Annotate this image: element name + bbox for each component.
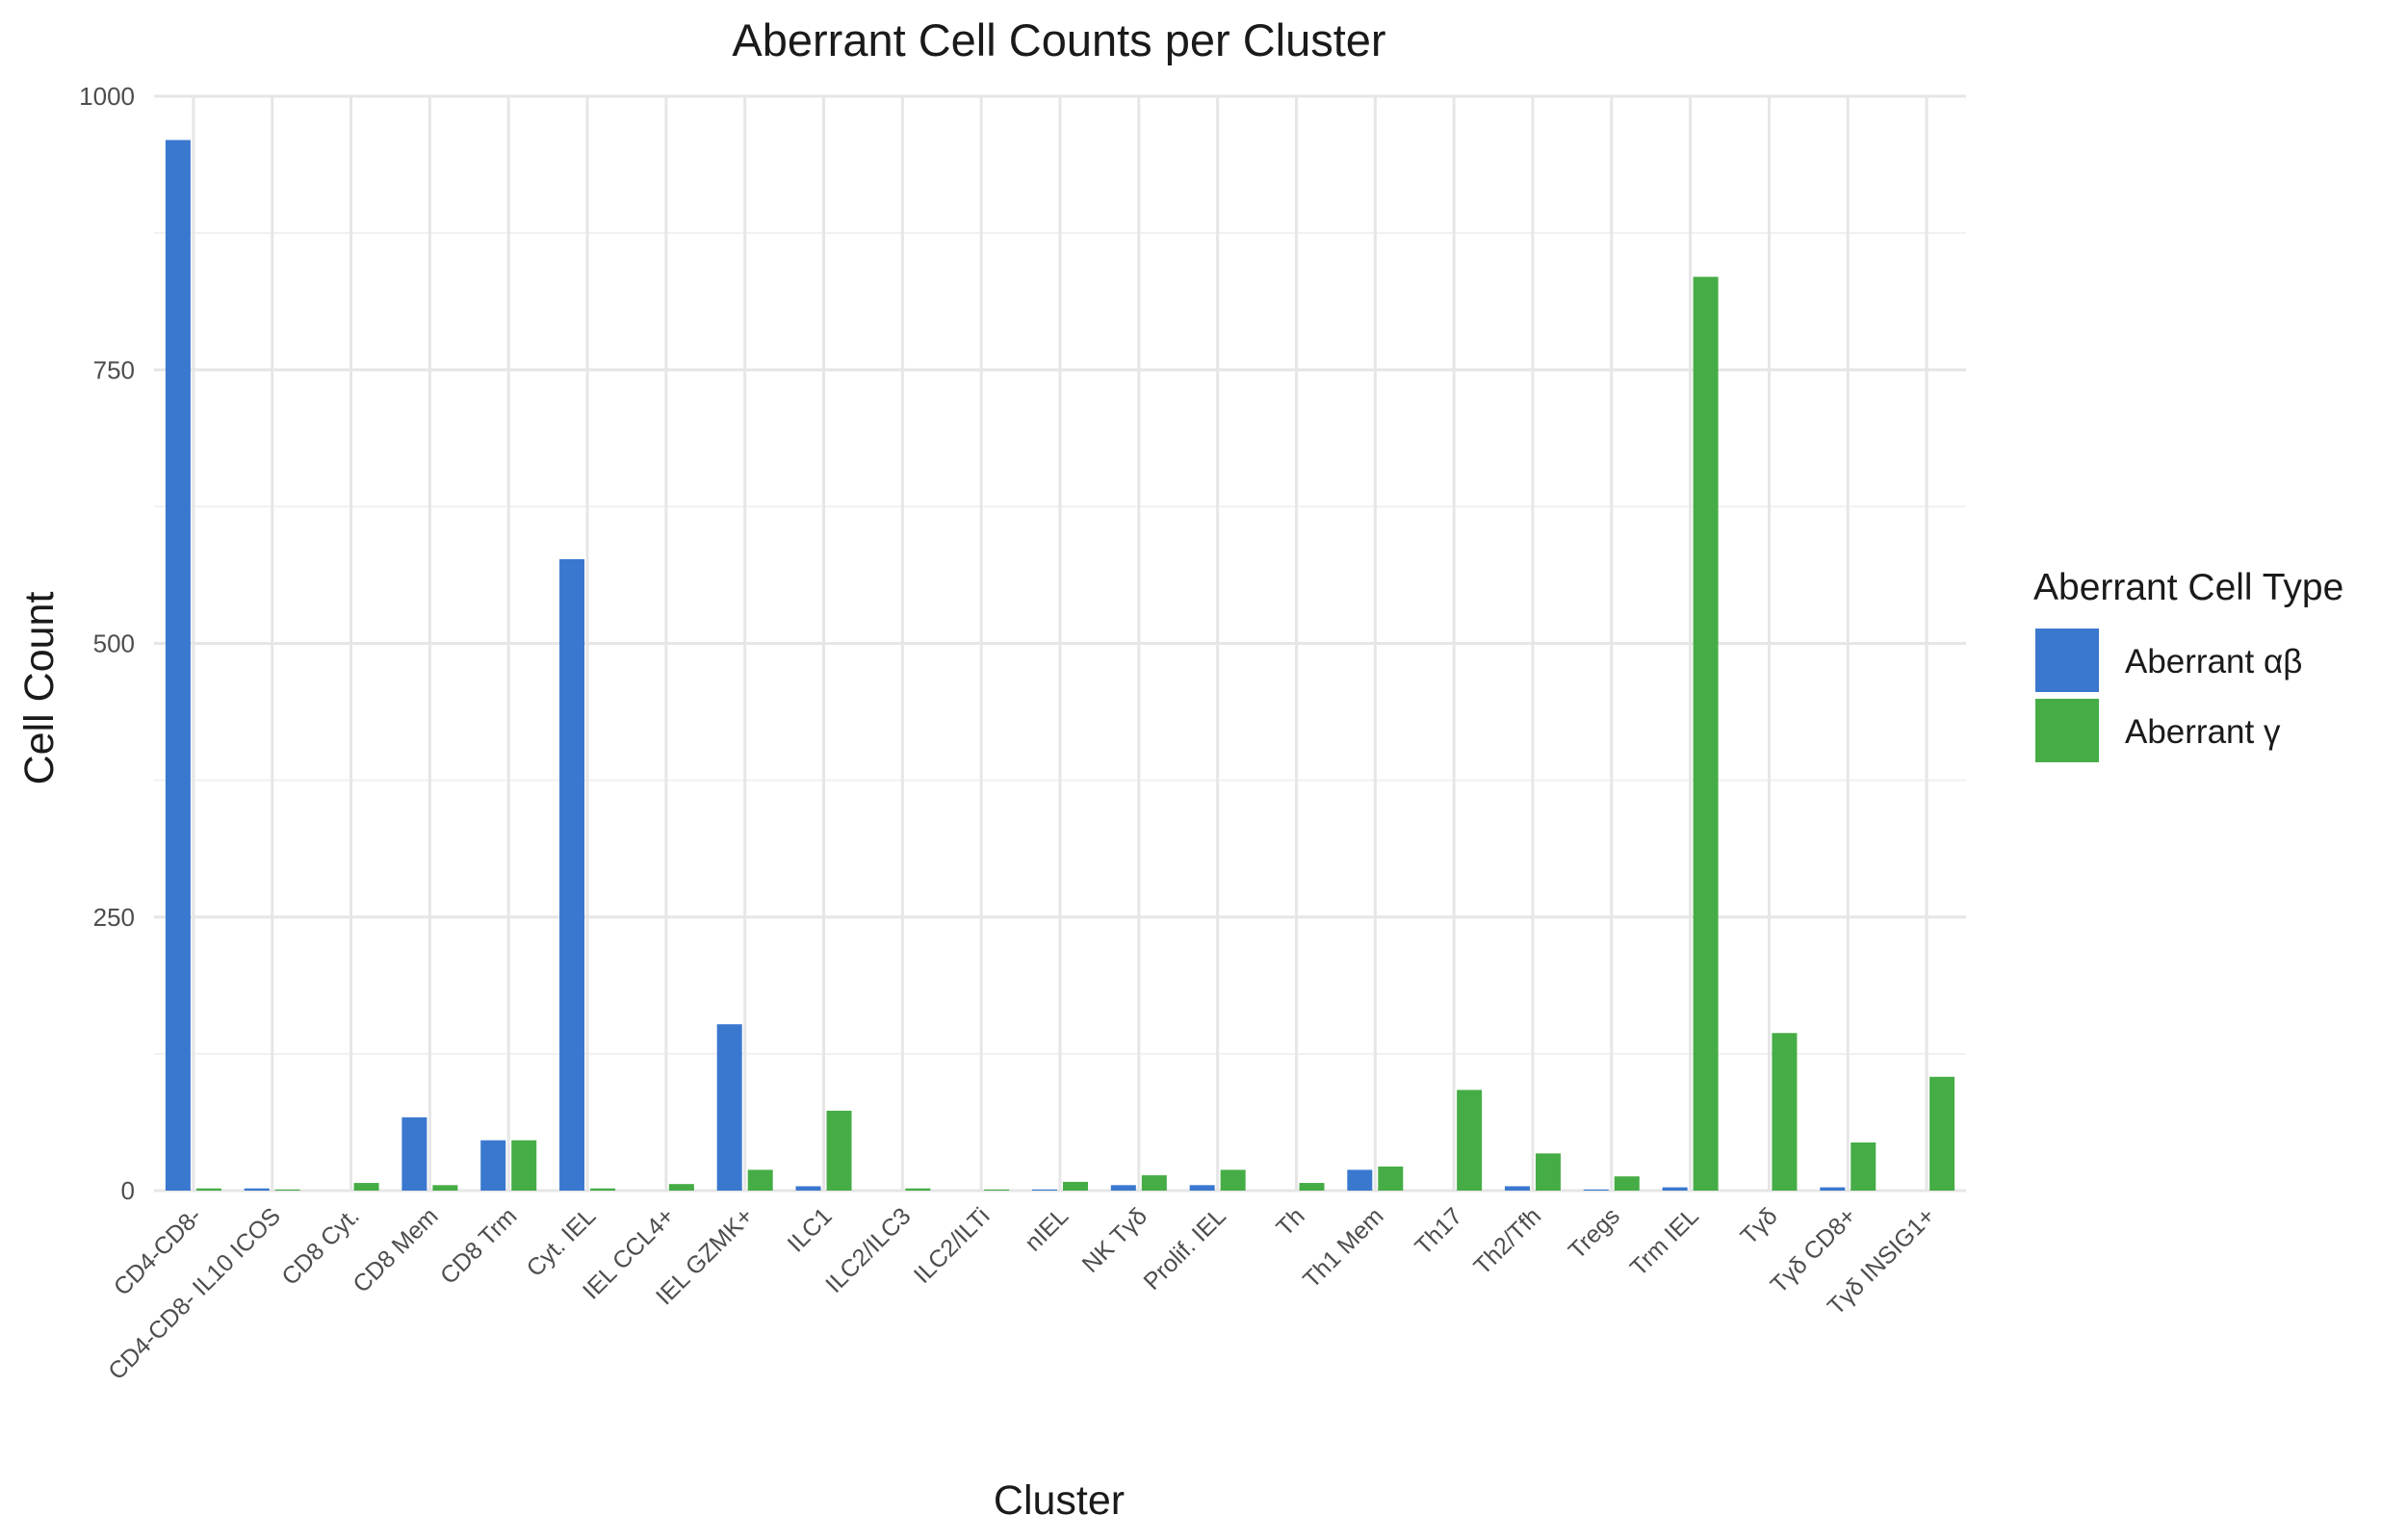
chart-title: Aberrant Cell Counts per Cluster [732, 14, 1385, 65]
bar-alpha-beta [165, 140, 191, 1192]
bar-gamma [1141, 1175, 1167, 1191]
bar-gamma [1614, 1176, 1640, 1191]
bar-gamma [1535, 1153, 1561, 1191]
x-tick-label: Trm IEL [1625, 1202, 1704, 1281]
bar-gamma [511, 1140, 537, 1191]
bar-gamma [668, 1184, 694, 1191]
x-tick-label: Cyt. IEL [522, 1202, 602, 1282]
x-tick-label: CD8 Trm [435, 1202, 523, 1290]
legend-swatch-gamma [2035, 699, 2099, 762]
bar-gamma [1772, 1033, 1798, 1191]
y-tick-label: 1000 [79, 82, 135, 111]
legend-label-gamma: Aberrant γ [2125, 713, 2281, 751]
x-axis-title: Cluster [994, 1477, 1125, 1524]
bar-gamma [905, 1188, 931, 1191]
x-tick-label: Tregs [1564, 1202, 1625, 1264]
legend-title: Aberrant Cell Type [2033, 567, 2343, 608]
bar-alpha-beta [1347, 1169, 1373, 1191]
bar-alpha-beta [795, 1186, 821, 1191]
bar-gamma [1457, 1090, 1483, 1191]
x-tick-label: ILC1 [783, 1202, 838, 1257]
legend-swatch-alpha-beta [2035, 629, 2099, 692]
legend: Aberrant Cell Type Aberrant αβ Aberrant γ [2033, 567, 2343, 762]
bar-alpha-beta [244, 1188, 270, 1191]
bar-alpha-beta [559, 558, 585, 1191]
bar-gamma [590, 1188, 616, 1191]
bar-gamma [432, 1185, 458, 1191]
x-tick-label: Tγδ [1735, 1202, 1782, 1249]
bar-gamma [984, 1189, 1010, 1191]
bar-gamma [1851, 1142, 1876, 1191]
y-axis-title: Cell Count [16, 592, 63, 785]
bar-gamma [1929, 1076, 1955, 1191]
bar-gamma [1693, 276, 1719, 1192]
bar-alpha-beta [1662, 1187, 1688, 1191]
x-tick-label: ILC2/ILC3 [820, 1202, 916, 1297]
y-tick-label: 750 [93, 355, 135, 384]
bar-alpha-beta [401, 1116, 427, 1191]
bar-gamma [353, 1183, 379, 1191]
bar-alpha-beta [1189, 1185, 1215, 1191]
bar-alpha-beta [1820, 1187, 1846, 1191]
x-tick-label: Th2/Tfh [1468, 1202, 1546, 1280]
y-tick-label: 250 [93, 903, 135, 932]
y-tick-label: 0 [121, 1176, 135, 1205]
bar-alpha-beta [1110, 1185, 1136, 1191]
y-tick-label: 500 [93, 629, 135, 658]
legend-label-alpha-beta: Aberrant αβ [2125, 643, 2302, 680]
x-tick-label: CD8 Mem [348, 1202, 443, 1297]
bar-gamma [1063, 1181, 1088, 1191]
x-tick-label: Th1 Mem [1298, 1202, 1388, 1293]
bar-gamma [1378, 1166, 1404, 1191]
x-tick-label: Th [1271, 1202, 1309, 1241]
bar-gamma [1299, 1183, 1325, 1191]
x-tick-label: Prolif. IEL [1138, 1202, 1230, 1295]
bar-alpha-beta [480, 1140, 506, 1191]
x-tick-label: nIEL [1020, 1202, 1074, 1256]
bar-gamma [274, 1189, 300, 1191]
x-tick-label: Th17 [1410, 1202, 1467, 1260]
bar-gamma [747, 1169, 773, 1191]
bar-gamma [195, 1188, 221, 1191]
bar-alpha-beta [1583, 1189, 1609, 1191]
x-tick-label: NK Tγδ [1077, 1202, 1152, 1277]
bar-alpha-beta [1032, 1189, 1057, 1191]
bar-gamma [1220, 1169, 1246, 1191]
bar-gamma [826, 1110, 852, 1191]
bar-alpha-beta [1504, 1186, 1530, 1191]
x-tick-label: ILC2/ILTi [909, 1202, 996, 1289]
bar-alpha-beta [716, 1024, 742, 1191]
